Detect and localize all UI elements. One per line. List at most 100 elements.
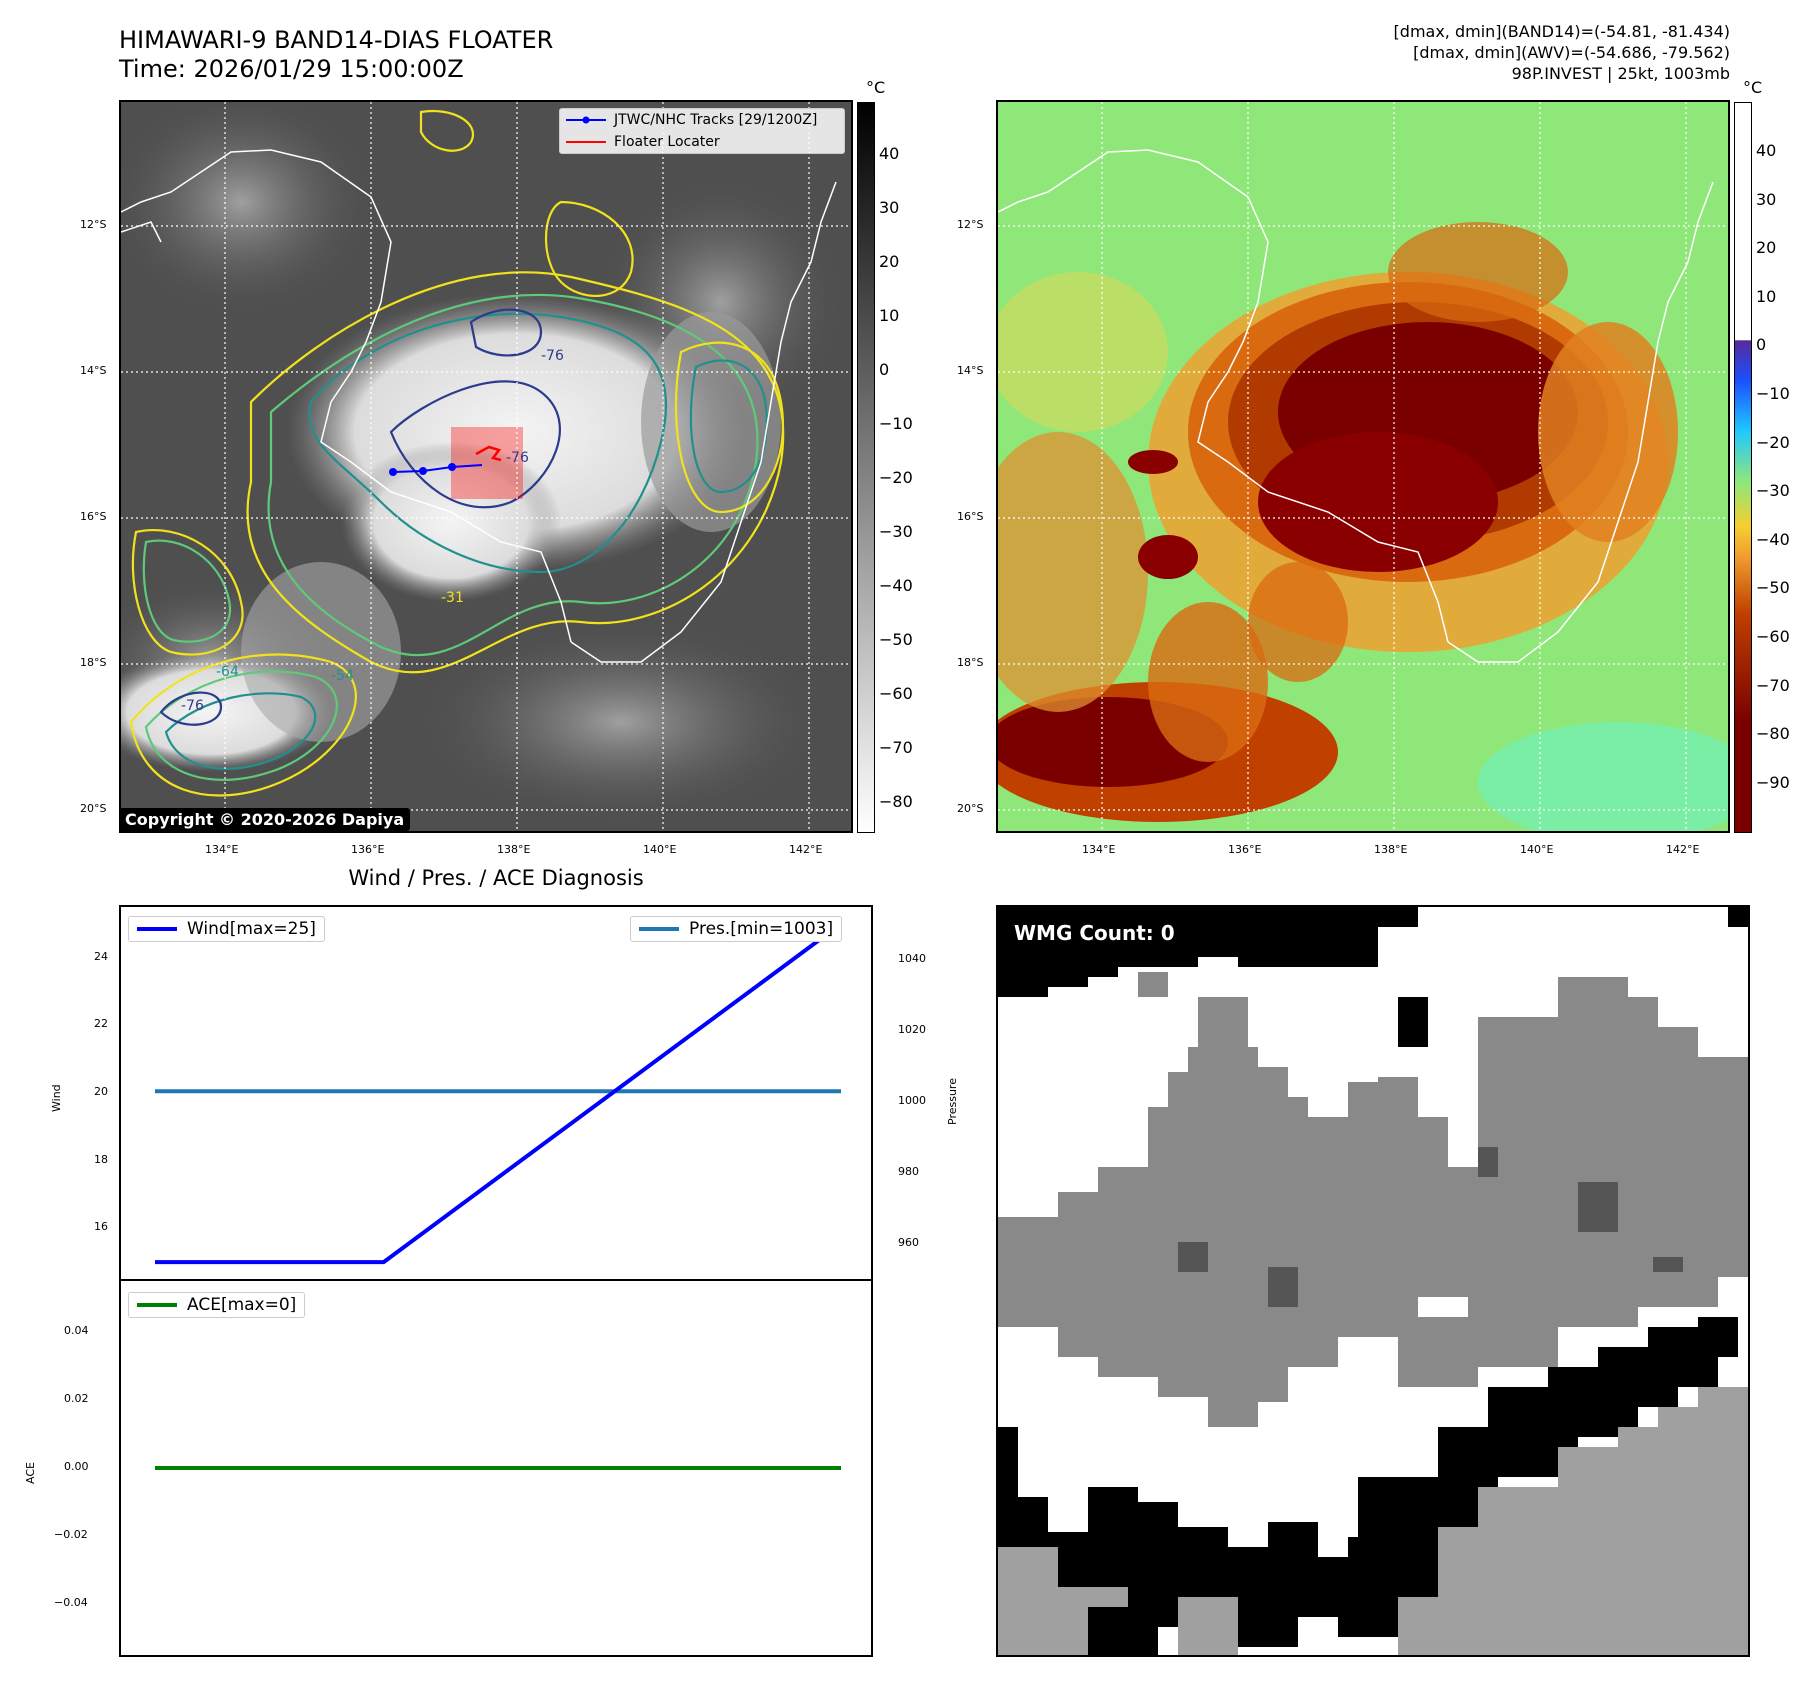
ace-tick-label: −0.04 [54, 1596, 88, 1609]
lon-label: 140°E [643, 843, 677, 856]
ace-tick-label: 0.02 [64, 1392, 89, 1405]
contour-label: -76 [541, 348, 564, 364]
wind-tick-label: 16 [94, 1220, 108, 1234]
ace-legend: ACE[max=0] [128, 1292, 306, 1318]
colorbar-tick: 10 [879, 306, 900, 325]
colorbar-tick: 20 [1756, 238, 1777, 258]
lon-label: 138°E [1374, 843, 1408, 856]
ir-map-image: -76 -64 -54 -31 -76 -76 [121, 102, 851, 831]
lon-label: 136°E [351, 843, 385, 856]
lat-label: 16°S [80, 510, 107, 523]
lat-label: 12°S [957, 218, 984, 231]
wmg-panel [996, 905, 1750, 1657]
colorbar-tick: −40 [879, 576, 913, 595]
lon-label: 142°E [1666, 843, 1700, 856]
pressure-tick-label: 1040 [898, 952, 926, 966]
wind-tick-label: 22 [94, 1017, 108, 1031]
lat-label: 20°S [80, 802, 107, 815]
floater-legend-icon [566, 141, 606, 143]
colorbar-unit: °C [1743, 78, 1763, 97]
colorbar-tick: 30 [1756, 189, 1777, 209]
colorbar-tick: −70 [879, 738, 913, 757]
wind-series-line [155, 922, 843, 1265]
wmg-image [998, 907, 1748, 1655]
contour-label: -76 [181, 698, 204, 714]
ace-tick-label: −0.02 [54, 1528, 88, 1541]
colorbar-tick: 0 [879, 360, 890, 379]
colorbar-tick: 0 [1756, 335, 1767, 355]
lat-label: 14°S [80, 364, 107, 377]
pressure-tick-label: 1020 [898, 1023, 926, 1036]
ir-map-panel: -76 -64 -54 -31 -76 -76 [119, 100, 853, 833]
colorbar-tick: −60 [879, 684, 913, 703]
lat-label: 16°S [957, 510, 984, 523]
colorbar-tick: 30 [879, 198, 900, 217]
pressure-legend: Pres.[min=1003] [630, 916, 843, 942]
pressure-tick-label: 980 [898, 1164, 919, 1178]
ace-tick-label: 0.04 [64, 1324, 89, 1337]
colorbar-tick: −30 [879, 522, 913, 541]
chart-time: Time: 2026/01/29 15:00:00Z [119, 55, 464, 83]
colorbar-tick: 40 [879, 144, 900, 163]
track-legend-icon [566, 116, 606, 124]
awv-map-image [998, 102, 1728, 831]
colorbar-tick: −20 [1756, 432, 1790, 452]
lon-label: 138°E [497, 843, 531, 856]
wind-pressure-plot [155, 922, 843, 1265]
contour-label: -54 [331, 668, 354, 684]
ace-plot [155, 1466, 841, 1470]
ace-tick-label: 0.00 [64, 1460, 89, 1473]
lon-label: 140°E [1520, 843, 1554, 856]
contour-label: -64 [216, 664, 239, 680]
colorbar-tick: −10 [879, 414, 913, 433]
colorbar-tick: −60 [1756, 627, 1790, 646]
ace-panel [119, 1279, 873, 1657]
colorbar-tick: −40 [1756, 529, 1790, 549]
wind-pressure-panel [119, 905, 873, 1281]
lat-label: 18°S [957, 656, 984, 669]
colorbar-tick: −80 [1756, 724, 1790, 744]
wind-tick-label: 24 [94, 949, 108, 963]
colorbar-awv [1734, 102, 1752, 833]
ace-legend-icon [137, 1303, 177, 1307]
track-legend-label: JTWC/NHC Tracks [29/1200Z] [614, 112, 818, 128]
lon-label: 134°E [1082, 843, 1116, 856]
lat-label: 18°S [80, 656, 107, 669]
wind-legend: Wind[max=25] [128, 916, 325, 942]
track-point [389, 468, 397, 476]
contour-label: -76 [506, 450, 529, 466]
colorbar-gray [857, 102, 875, 833]
lat-label: 12°S [80, 218, 107, 231]
pressure-axis-label: Pressure [946, 1078, 959, 1125]
colorbar-tick: −20 [879, 468, 913, 487]
pressure-legend-icon [639, 927, 679, 931]
dmax-dmin-band14: [dmax, dmin](BAND14)=(-54.81, -81.434) [1393, 22, 1730, 41]
track-point [419, 467, 427, 475]
wind-tick-label: 20 [94, 1085, 108, 1098]
copyright-badge: Copyright © 2020-2026 Dapiya [119, 808, 411, 831]
lon-label: 134°E [205, 843, 239, 856]
wmg-count-label: WMG Count: 0 [1006, 918, 1183, 948]
pressure-tick-label: 1000 [898, 1093, 926, 1107]
colorbar-tick: 40 [1756, 141, 1777, 160]
colorbar-tick: −80 [879, 792, 913, 811]
diagnosis-title: Wind / Pres. / ACE Diagnosis [348, 866, 644, 890]
colorbar-tick: −90 [1756, 772, 1790, 792]
wind-legend-icon [137, 927, 177, 931]
lon-label: 136°E [1228, 843, 1262, 856]
floater-box [451, 427, 523, 499]
colorbar-tick: −70 [1756, 675, 1790, 695]
colorbar-tick: −30 [1756, 481, 1790, 501]
colorbar-tick: 20 [879, 252, 900, 271]
awv-map-panel [996, 100, 1730, 833]
colorbar-tick: −50 [879, 630, 913, 649]
wind-axis-label: Wind [50, 1084, 63, 1112]
pressure-tick-label: 960 [898, 1235, 919, 1249]
lon-label: 142°E [789, 843, 823, 856]
colorbar-tick: 10 [1756, 286, 1777, 306]
pressure-legend-label: Pres.[min=1003] [689, 919, 834, 939]
map-legend: JTWC/NHC Tracks [29/1200Z] Floater Locat… [559, 108, 845, 154]
wind-tick-label: 18 [94, 1152, 108, 1166]
lat-label: 20°S [957, 802, 984, 815]
colorbar-tick: −10 [1756, 384, 1790, 403]
